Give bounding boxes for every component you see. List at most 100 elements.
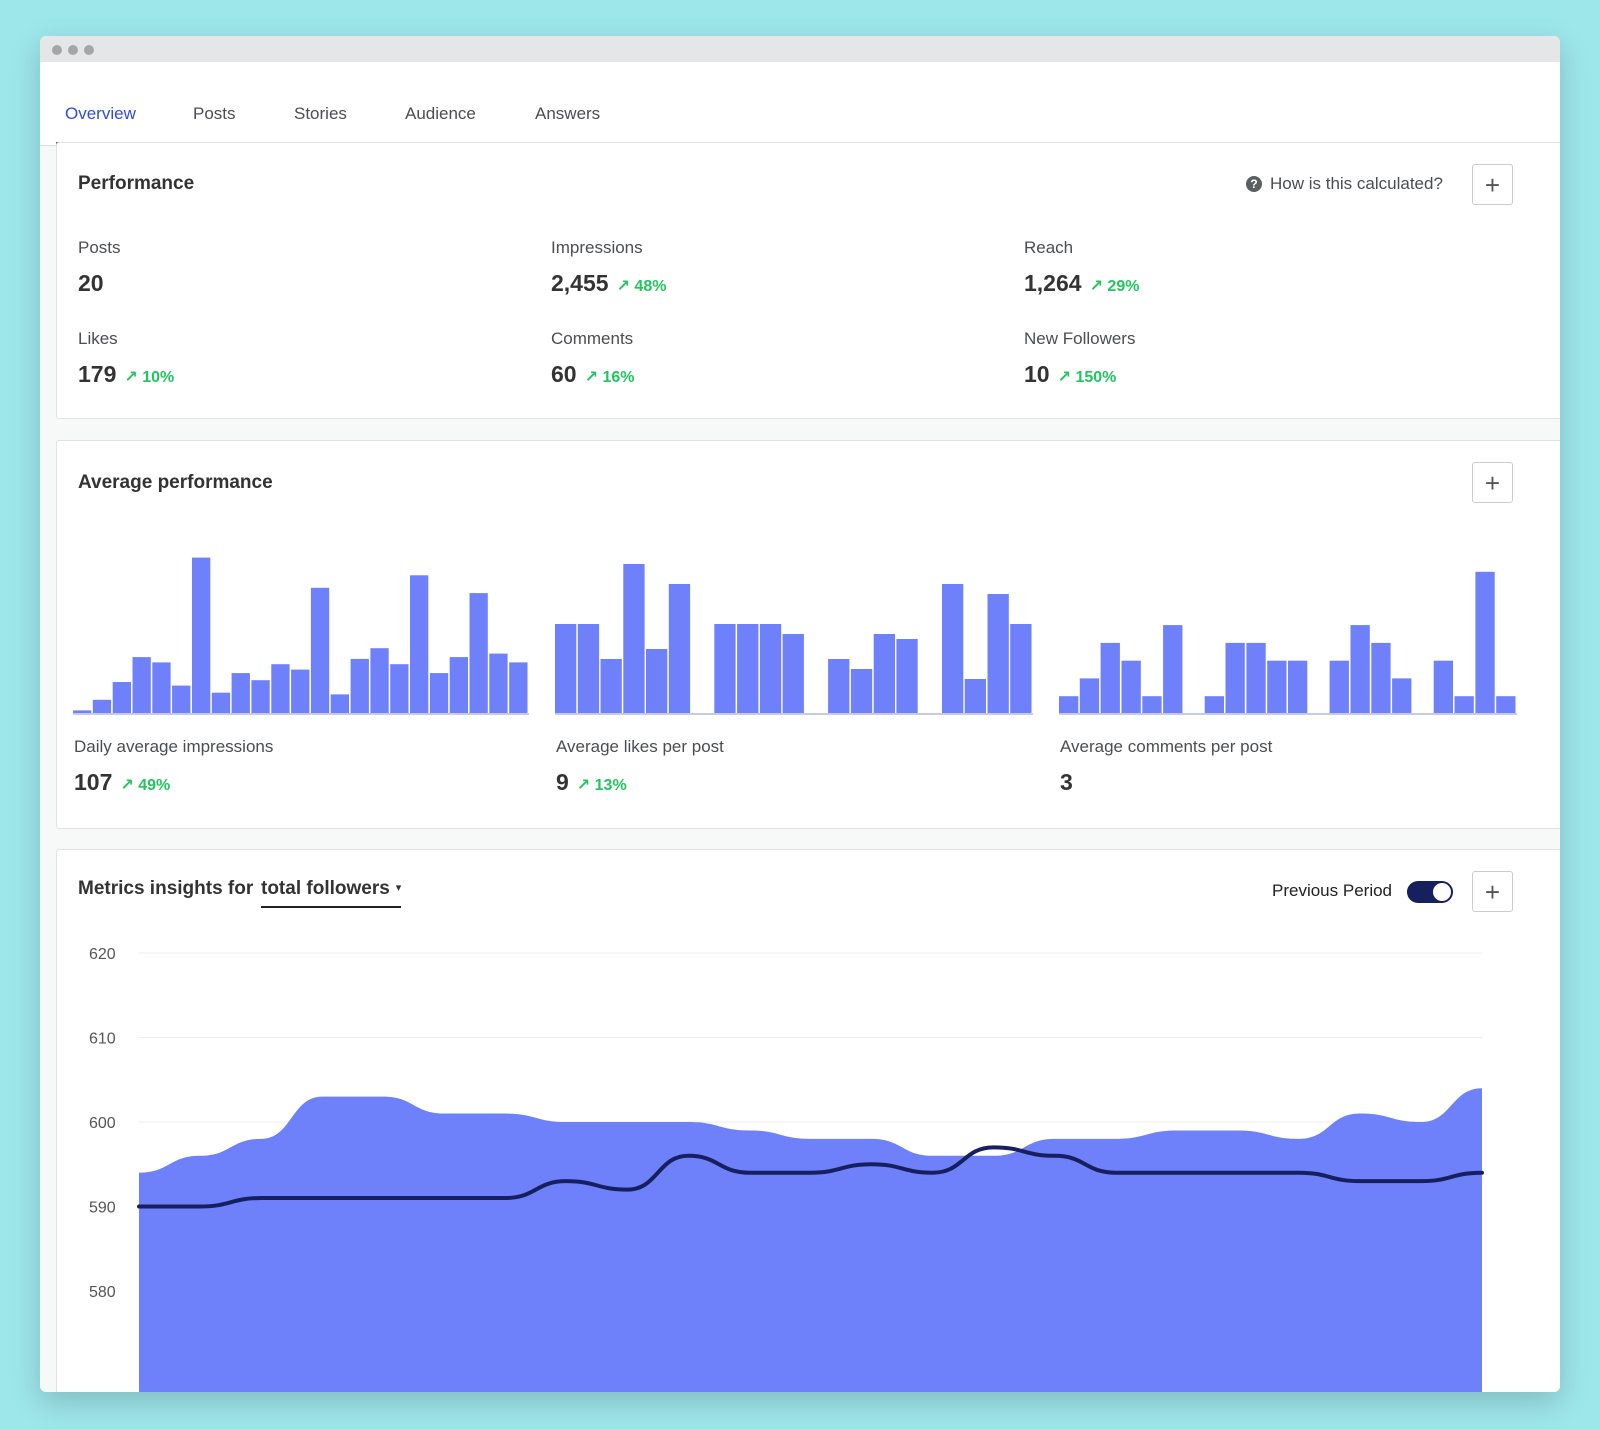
chart-bar: [469, 593, 488, 714]
impressions-bar-chart: [73, 557, 529, 715]
chart-bar: [1288, 660, 1308, 714]
window-dot-icon[interactable]: [52, 45, 62, 55]
chart-bar: [646, 649, 668, 714]
chart-bar: [152, 662, 171, 714]
metric-label: Reach: [1024, 238, 1074, 257]
average-performance-title: Average performance: [78, 472, 273, 493]
metric-dropdown-value: total followers: [261, 878, 390, 899]
chart-bar: [987, 594, 1009, 714]
metric-change: ↗ 13%: [576, 777, 627, 794]
chart-bar: [1204, 696, 1224, 714]
metric-value: 107: [74, 769, 113, 795]
add-button[interactable]: +: [1472, 871, 1513, 912]
chart-bar: [1079, 678, 1100, 714]
add-button[interactable]: +: [1472, 164, 1513, 205]
chart-bar: [668, 584, 691, 714]
daily-average-impressions: Daily average impressions 107 ↗ 49%: [74, 737, 273, 796]
tab-posts[interactable]: Posts: [193, 104, 236, 123]
chart-bar: [112, 682, 131, 714]
chart-bar: [1121, 660, 1141, 714]
metric-label: Impressions: [551, 238, 643, 257]
current-period-area: [139, 1088, 1482, 1392]
help-icon: ?: [1246, 176, 1262, 192]
chart-bar: [192, 557, 211, 714]
chart-bar: [271, 664, 290, 714]
average-comments-per-post: Average comments per post 3: [1060, 737, 1272, 796]
metric-value: 9: [556, 769, 569, 795]
chart-bar: [714, 624, 736, 714]
chart-bar: [555, 624, 577, 714]
toggle-knob: [1433, 883, 1451, 901]
window-dot-icon[interactable]: [68, 45, 78, 55]
tab-stories[interactable]: Stories: [294, 104, 347, 123]
average-likes-per-post: Average likes per post 9 ↗ 13%: [556, 737, 724, 796]
metric-value: 10: [1024, 361, 1050, 387]
chart-bar: [132, 657, 151, 714]
chart-bar: [251, 680, 270, 714]
chart-bar: [1246, 642, 1266, 714]
metric-value: 2,455: [551, 270, 609, 296]
metric-new-followers: New Followers 10 ↗ 150%: [1024, 329, 1135, 388]
likes-bar-chart: [555, 564, 1033, 715]
followers-area-chart: 620 610 600 590 580: [89, 946, 1484, 1392]
chart-bar: [509, 662, 528, 714]
metric-value: 1,264: [1024, 270, 1082, 296]
chart-bar: [1371, 642, 1391, 714]
chart-bar: [73, 710, 92, 714]
metric-label: Likes: [78, 329, 118, 348]
chart-bar: [1059, 696, 1079, 714]
chart-bar: [1496, 696, 1516, 714]
chart-bar: [828, 659, 850, 714]
chart-bar: [942, 584, 964, 714]
chart-bar: [737, 624, 759, 714]
tab-answers[interactable]: Answers: [535, 104, 601, 123]
metrics-insights-card: Metrics insights for total followers ▾ Pr…: [56, 849, 1560, 1392]
y-tick-label: 590: [89, 1200, 116, 1217]
metric-dropdown[interactable]: total followers ▾: [261, 878, 402, 908]
metrics-insights-title: Metrics insights for: [78, 878, 254, 899]
chart-bar: [600, 659, 622, 714]
title-bar: [40, 36, 1560, 62]
metric-change: ↗ 29%: [1089, 278, 1140, 295]
chart-bar: [410, 575, 429, 714]
chart-bar: [1329, 660, 1349, 714]
chart-bar: [1163, 625, 1183, 714]
metric-label: Daily average impressions: [74, 737, 274, 756]
window-dot-icon[interactable]: [84, 45, 94, 55]
metric-value: 3: [1060, 769, 1073, 795]
chart-bar: [489, 653, 508, 714]
metric-change: ↗ 49%: [120, 777, 171, 794]
tab-audience[interactable]: Audience: [405, 104, 476, 123]
chart-bar: [1454, 696, 1474, 714]
chart-bar: [1433, 660, 1453, 714]
chart-bar: [1010, 624, 1032, 714]
chart-bar: [291, 669, 310, 714]
chart-bar: [92, 699, 112, 714]
metric-likes: Likes 179 ↗ 10%: [78, 329, 174, 388]
metric-change: ↗ 150%: [1057, 369, 1117, 386]
performance-title: Performance: [78, 173, 195, 194]
performance-card: Performance ? How is this calculated? + …: [56, 142, 1560, 419]
metric-label: Average comments per post: [1060, 737, 1273, 756]
chart-bar: [172, 685, 191, 714]
average-performance-card: Average performance + Daily average impr…: [56, 440, 1560, 829]
chart-bar: [873, 634, 895, 714]
chart-bar: [310, 587, 330, 714]
y-tick-label: 610: [89, 1031, 116, 1048]
metric-label: Comments: [551, 329, 634, 348]
bars: [555, 564, 1032, 714]
chart-bar: [1350, 625, 1370, 714]
chart-bar: [350, 658, 369, 714]
comments-bar-chart: [1059, 571, 1517, 715]
add-button[interactable]: +: [1472, 462, 1513, 503]
chart-bar: [1392, 678, 1412, 714]
chart-bar: [964, 679, 986, 714]
y-tick-label: 600: [89, 1115, 116, 1132]
tab-overview[interactable]: Overview: [65, 104, 136, 123]
previous-period-toggle[interactable]: [1407, 881, 1453, 903]
chart-bar: [330, 694, 349, 714]
chart-bar: [1475, 571, 1495, 714]
how-calculated-text: How is this calculated?: [1270, 174, 1443, 193]
chart-bar: [782, 634, 804, 714]
how-calculated-link[interactable]: ? How is this calculated?: [1246, 174, 1443, 194]
